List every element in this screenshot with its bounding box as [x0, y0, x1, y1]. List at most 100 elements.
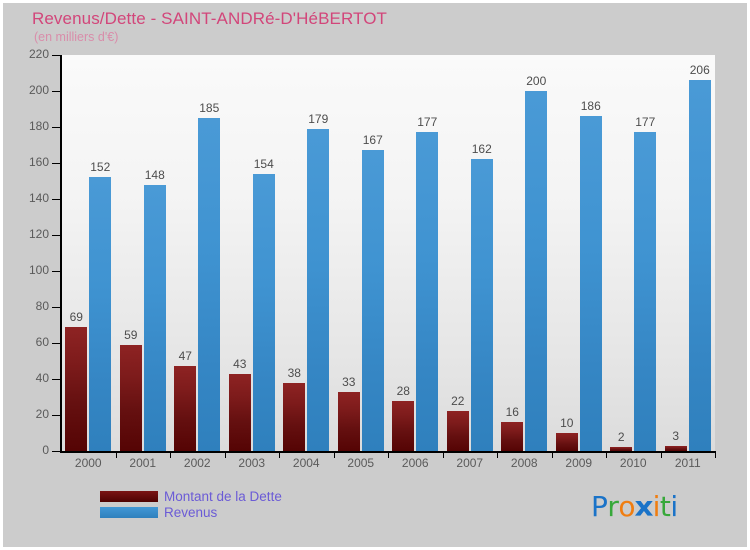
x-axis-tick [225, 453, 226, 458]
page-title: Revenus/Dette - SAINT-ANDRé-D'HéBERTOT [32, 9, 388, 28]
x-axis-tick-label: 2008 [510, 456, 538, 470]
y-axis-tick-label: 40 [35, 371, 49, 385]
logo-letter: o [618, 490, 636, 523]
bar-value-label: 22 [451, 394, 465, 409]
bar-value-label: 2 [617, 430, 625, 445]
bar-value-label: 43 [233, 356, 247, 371]
bar-revenue[interactable] [525, 91, 548, 451]
bar-value-label: 200 [526, 74, 547, 88]
x-axis-tick-label: 2004 [292, 456, 320, 470]
x-axis-tick-label: 2001 [129, 456, 157, 470]
bar-debt[interactable] [501, 422, 524, 451]
x-axis-tick [170, 453, 171, 458]
bar-debt[interactable] [119, 344, 142, 451]
bar-debt[interactable] [283, 382, 306, 451]
bar-value-label: 152 [90, 160, 111, 175]
y-axis-line [60, 55, 62, 452]
logo-letter: i [652, 490, 661, 523]
bar-value-label: 186 [580, 99, 601, 114]
bar-revenue[interactable] [198, 118, 221, 451]
x-axis-tick-label: 2006 [401, 456, 429, 470]
bar-revenue[interactable] [307, 128, 330, 451]
bar-revenue[interactable] [579, 116, 602, 451]
y-axis-tick-label: 160 [28, 155, 49, 169]
bar-value-label: 47 [178, 349, 192, 364]
bar-debt[interactable] [664, 445, 687, 451]
y-axis-tick-label: 20 [35, 407, 49, 421]
bar-value-label: 206 [689, 63, 710, 78]
bar-debt[interactable] [337, 391, 360, 451]
y-axis-tick [52, 55, 61, 56]
bar-debt[interactable] [228, 373, 251, 451]
bar-value-label: 179 [308, 111, 329, 126]
x-axis-tick [388, 453, 389, 458]
logo-letter: x [634, 490, 654, 523]
bar-revenue[interactable] [688, 80, 711, 451]
x-axis-tick [443, 453, 444, 458]
y-axis-tick-label: 120 [28, 227, 49, 241]
y-axis-tick [52, 199, 61, 200]
y-axis-tick [52, 91, 61, 92]
legend-item[interactable]: Montant de la Dette [100, 488, 282, 504]
x-axis-tick [334, 453, 335, 458]
bar-revenue[interactable] [416, 132, 439, 451]
legend-color-swatch [100, 506, 158, 518]
x-axis-tick [497, 453, 498, 458]
y-axis-tick-label: 60 [35, 335, 49, 349]
logo-letter: t [659, 490, 671, 523]
y-axis-tick [52, 343, 61, 344]
legend-label: Revenus [164, 504, 218, 520]
bar-value-label: 59 [124, 327, 138, 342]
x-axis-tick [661, 453, 662, 458]
y-axis-tick [52, 127, 61, 128]
x-axis-line [60, 451, 716, 453]
bar-revenue[interactable] [634, 132, 657, 451]
logo-letter: i [670, 490, 678, 523]
bar-value-label: 177 [635, 115, 656, 130]
bar-debt[interactable] [392, 400, 415, 451]
plot-area [61, 55, 715, 451]
x-axis-tick-label: 2000 [74, 456, 102, 470]
bar-debt[interactable] [555, 433, 578, 451]
bar-value-label: 16 [505, 405, 519, 420]
bar-value-label: 148 [144, 167, 165, 182]
y-axis-tick-label: 80 [35, 299, 49, 313]
proxiti-logo: Proxiti [591, 490, 678, 523]
y-axis-tick [52, 163, 61, 164]
bar-debt[interactable] [610, 447, 633, 451]
bar-value-label: 38 [287, 365, 301, 380]
bar-revenue[interactable] [252, 173, 275, 451]
bar-revenue[interactable] [143, 184, 166, 451]
chart-legend: Montant de la Dette Revenus [100, 488, 282, 520]
x-axis-tick [116, 453, 117, 458]
bar-value-label: 28 [396, 383, 410, 398]
legend-item[interactable]: Revenus [100, 504, 282, 520]
y-axis-tick-label: 100 [28, 263, 49, 277]
y-axis-tick [52, 307, 61, 308]
bar-value-label: 33 [342, 374, 356, 389]
y-axis-tick-label: 220 [28, 47, 49, 61]
bar-revenue[interactable] [89, 177, 112, 451]
logo-letter: P [591, 490, 608, 523]
bar-debt[interactable] [446, 411, 469, 451]
bar-value-label: 3 [672, 428, 680, 443]
bar-value-label: 154 [253, 156, 274, 171]
bar-debt[interactable] [174, 366, 197, 451]
x-axis-tick-label: 2011 [674, 456, 701, 470]
bar-value-label: 177 [417, 115, 438, 130]
bar-value-label: 167 [362, 133, 383, 148]
bar-revenue[interactable] [361, 150, 384, 451]
bar-revenue[interactable] [470, 159, 493, 451]
y-axis-tick [52, 235, 61, 236]
x-axis-tick [715, 453, 716, 458]
logo-letter: r [607, 490, 619, 523]
x-axis-tick-label: 2010 [619, 456, 647, 470]
x-axis-tick [552, 453, 553, 458]
bar-debt[interactable] [65, 326, 88, 451]
y-axis-tick-label: 140 [28, 191, 49, 205]
y-axis-tick [52, 271, 61, 272]
y-axis-tick [52, 451, 61, 452]
x-axis-tick-label: 2002 [183, 456, 211, 470]
y-axis-tick-label: 180 [28, 119, 49, 133]
